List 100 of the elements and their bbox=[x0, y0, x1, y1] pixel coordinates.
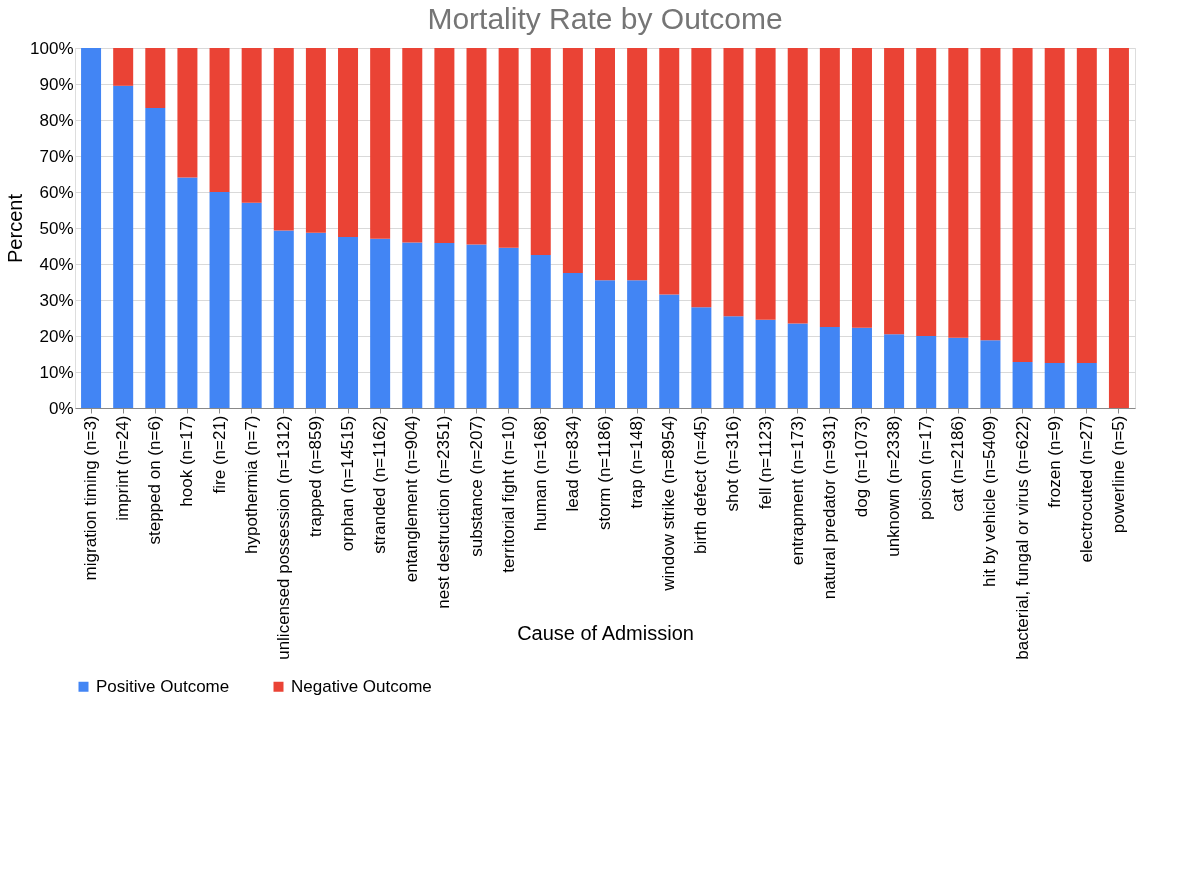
bar bbox=[1012, 361, 1033, 408]
bar bbox=[113, 48, 134, 86]
y-tick-label: 70% bbox=[39, 146, 74, 166]
bar bbox=[209, 192, 230, 408]
y-tick-label: 0% bbox=[48, 398, 74, 418]
x-tick-label: dog (n=1073) bbox=[851, 415, 871, 518]
bar bbox=[498, 247, 519, 408]
bar bbox=[1076, 363, 1097, 408]
bar bbox=[434, 243, 455, 408]
bar bbox=[884, 48, 905, 335]
bar bbox=[241, 48, 262, 203]
bar bbox=[948, 337, 969, 408]
bar bbox=[145, 108, 166, 408]
bar bbox=[884, 334, 905, 408]
bar bbox=[530, 48, 551, 255]
bar bbox=[81, 48, 102, 408]
bar bbox=[305, 232, 326, 408]
x-tick-label: hit by vehicle (n=5409) bbox=[980, 415, 1000, 588]
chart-title: Mortality Rate by Outcome bbox=[427, 2, 783, 35]
y-tick-label: 10% bbox=[39, 362, 74, 382]
bar bbox=[980, 48, 1001, 341]
legend-label: Negative Outcome bbox=[291, 676, 432, 696]
x-tick-label: stranded (n=1162) bbox=[370, 415, 390, 554]
y-tick-label: 90% bbox=[39, 74, 74, 94]
x-tick-label: poison (n=17) bbox=[916, 415, 936, 520]
y-tick-label: 100% bbox=[30, 38, 74, 58]
y-axis-title: Percent bbox=[4, 193, 27, 263]
y-tick-label: 40% bbox=[39, 254, 74, 274]
x-tick-label: stepped on (n=6) bbox=[145, 415, 165, 545]
bar bbox=[916, 336, 937, 408]
bar bbox=[1044, 48, 1065, 363]
x-tick-label: entrapment (n=173) bbox=[787, 415, 807, 566]
x-tick-label: imprint (n=24) bbox=[113, 415, 133, 521]
y-tick-label: 20% bbox=[39, 326, 74, 346]
bar bbox=[595, 48, 615, 281]
bar bbox=[819, 48, 840, 327]
bar bbox=[1044, 363, 1065, 408]
bar bbox=[498, 48, 519, 248]
bar bbox=[434, 48, 455, 244]
legend-label: Positive Outcome bbox=[96, 676, 230, 696]
bar bbox=[338, 48, 359, 237]
x-tick-label: birth defect (n=45) bbox=[691, 415, 711, 554]
x-tick-label: migration timing (n=3) bbox=[81, 415, 101, 581]
x-tick-label: shot (n=316) bbox=[723, 415, 743, 512]
x-tick-label: trapped (n=859) bbox=[305, 415, 325, 537]
bar bbox=[402, 242, 423, 408]
bar bbox=[691, 307, 712, 408]
x-tick-label: entanglement (n=904) bbox=[402, 415, 422, 583]
bar bbox=[466, 48, 487, 245]
bar bbox=[980, 340, 1001, 408]
bar bbox=[562, 273, 583, 408]
bar bbox=[916, 48, 937, 336]
x-axis-title: Cause of Admission bbox=[517, 621, 694, 644]
bar bbox=[466, 244, 487, 408]
bar bbox=[209, 48, 230, 192]
bar bbox=[755, 48, 776, 320]
x-tick-label: hook (n=17) bbox=[177, 415, 197, 507]
x-tick-label: unknown (n=2338) bbox=[884, 415, 904, 557]
x-tick-label: storm (n=1186) bbox=[595, 415, 614, 530]
x-tick-label: territorial fight (n=10) bbox=[498, 415, 518, 573]
bar bbox=[819, 327, 840, 408]
bar bbox=[723, 316, 744, 408]
x-tick-label: electrocuted (n=27) bbox=[1076, 415, 1096, 563]
bar bbox=[723, 48, 744, 317]
bar bbox=[177, 177, 198, 408]
bar bbox=[851, 48, 872, 328]
x-tick-label: frozen (n=9) bbox=[1044, 415, 1064, 508]
bar bbox=[787, 323, 808, 408]
bar bbox=[241, 202, 262, 408]
x-tick-label: trap (n=148) bbox=[627, 415, 647, 509]
x-tick-label: human (n=168) bbox=[530, 415, 550, 532]
x-tick-label: unlicensed possession (n=1312) bbox=[273, 415, 293, 660]
bar bbox=[305, 48, 326, 233]
bar bbox=[177, 48, 198, 178]
bar bbox=[370, 48, 391, 239]
bar bbox=[851, 327, 872, 408]
x-tick-label: hypothermia (n=7) bbox=[241, 415, 261, 554]
bar bbox=[1108, 48, 1129, 408]
x-tick-label: window strike (n=8954) bbox=[659, 415, 679, 592]
bar bbox=[273, 48, 294, 231]
bar bbox=[755, 319, 776, 408]
bar bbox=[627, 280, 648, 408]
x-tick-label: cat (n=2186) bbox=[948, 415, 968, 512]
bar bbox=[562, 48, 583, 273]
bar bbox=[370, 238, 391, 408]
bar bbox=[338, 237, 359, 408]
bar bbox=[273, 230, 294, 408]
bar bbox=[530, 255, 551, 408]
bar bbox=[1076, 48, 1097, 363]
bar bbox=[402, 48, 423, 243]
x-tick-label: substance (n=207) bbox=[466, 415, 486, 557]
y-tick-label: 30% bbox=[39, 290, 74, 310]
bar bbox=[659, 294, 680, 408]
x-tick-label: orphan (n=14515) bbox=[338, 415, 358, 552]
bar bbox=[595, 280, 615, 408]
x-tick-label: powerline (n=5) bbox=[1108, 415, 1128, 534]
bar bbox=[1012, 48, 1033, 362]
bar bbox=[113, 85, 134, 408]
x-tick-label: nest destruction (n=2351) bbox=[434, 415, 454, 609]
bar bbox=[145, 48, 166, 109]
